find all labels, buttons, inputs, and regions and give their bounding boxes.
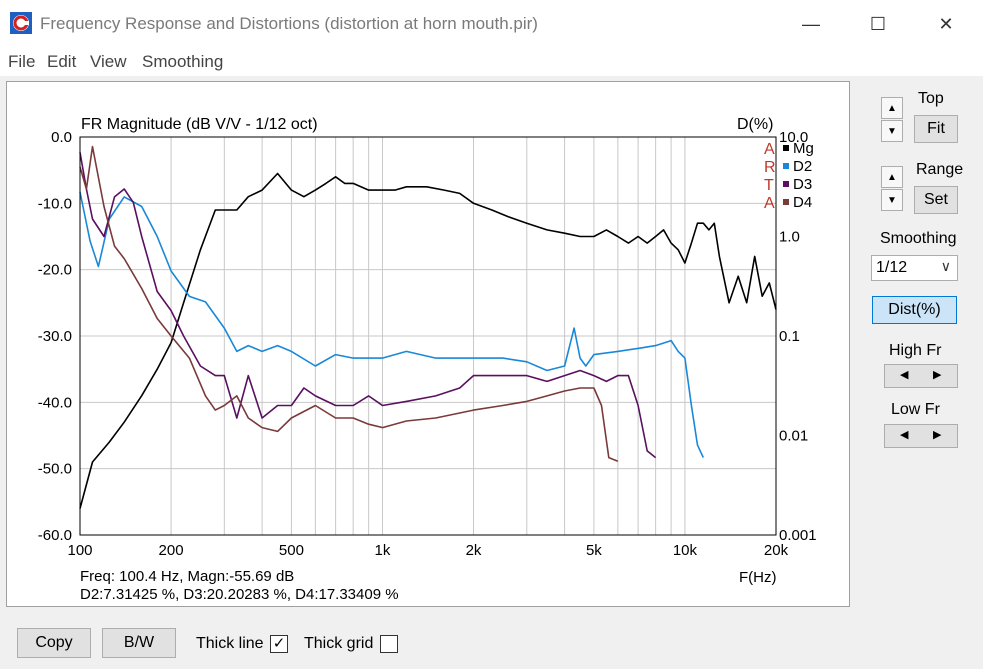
menu-file[interactable]: File (8, 52, 36, 71)
x-tick-label: 1k (375, 542, 391, 559)
legend-swatch-mg (783, 145, 789, 151)
legend-label-d4: D4 (793, 194, 812, 211)
right-tick-label: 0.001 (779, 527, 817, 544)
menu-smoothing[interactable]: Smoothing (142, 52, 224, 71)
y-tick-label: 0.0 (51, 129, 72, 146)
x-tick-label: 20k (764, 542, 789, 559)
window-title: Frequency Response and Distortions (dist… (40, 14, 538, 33)
thick-grid-label: Thick grid (304, 635, 374, 652)
maximize-button[interactable]: ☐ (869, 13, 887, 34)
y-tick-label: -60.0 (38, 527, 72, 544)
chart-title: FR Magnitude (dB V/V - 1/12 oct) (81, 116, 318, 133)
high-fr-right-icon[interactable]: ▶ (933, 369, 942, 381)
y-tick-label: -10.0 (38, 195, 72, 212)
legend-label-mg: Mg (793, 140, 814, 157)
series-d3-line (79, 152, 657, 459)
right-tick-label: 10.0 (779, 129, 808, 146)
y-tick-label: -20.0 (38, 262, 72, 279)
high-fr-stepper[interactable]: ◀ ▶ (884, 364, 958, 388)
legend-label-d2: D2 (793, 158, 812, 175)
low-fr-label: Low Fr (891, 401, 940, 418)
readout-line-1: Freq: 100.4 Hz, Magn:-55.69 dB (80, 568, 294, 585)
x-axis-label: F(Hz) (739, 569, 777, 586)
smoothing-value: 1/12 (876, 259, 908, 276)
legend-label-d3: D3 (793, 176, 812, 193)
watermark-letter: A (764, 195, 775, 212)
x-tick-label: 100 (67, 542, 92, 559)
x-tick-label: 200 (159, 542, 184, 559)
watermark-letter: R (764, 159, 776, 176)
menu-bar: File Edit View Smoothing (0, 48, 983, 76)
y-tick-label: -30.0 (38, 328, 72, 345)
watermark-letter: A (764, 141, 775, 158)
legend-swatch-d4 (783, 199, 789, 205)
low-fr-stepper[interactable]: ◀ ▶ (884, 424, 958, 448)
title-bar: Frequency Response and Distortions (dist… (0, 0, 983, 48)
range-up-button[interactable]: ▲ (881, 166, 903, 188)
watermark-letter: T (764, 177, 774, 194)
right-axis-title: D(%) (737, 116, 773, 133)
bw-button[interactable]: B/W (102, 628, 176, 658)
menu-edit[interactable]: Edit (47, 52, 77, 71)
x-tick-label: 5k (586, 542, 602, 559)
menu-view[interactable]: View (90, 52, 127, 71)
plot-frame: 0.0 -10.0 -20.0 -30.0 -40.0 -50.0 -60.0 10.0 1.0… (6, 81, 850, 607)
series-lines (79, 145, 777, 509)
top-label: Top (918, 90, 944, 107)
top-up-button[interactable]: ▲ (881, 97, 903, 119)
range-label: Range (916, 161, 964, 178)
low-fr-right-icon[interactable]: ▶ (933, 429, 942, 441)
chevron-down-icon: ∨ (940, 258, 951, 274)
legend-swatch-d2 (783, 163, 789, 169)
plot-area (79, 136, 777, 536)
range-down-button[interactable]: ▼ (881, 189, 903, 211)
thick-grid-checkbox[interactable] (380, 635, 398, 653)
right-tick-label: 0.1 (779, 328, 800, 345)
thick-line-label: Thick line (196, 635, 264, 652)
y-tick-label: -40.0 (38, 394, 72, 411)
high-fr-left-icon[interactable]: ◀ (900, 369, 909, 381)
top-down-button[interactable]: ▼ (881, 120, 903, 142)
thick-line-checkbox[interactable]: ✓ (270, 635, 288, 653)
right-tick-label: 0.01 (779, 428, 808, 445)
minimize-button[interactable]: — (802, 13, 820, 34)
set-button[interactable]: Set (914, 186, 958, 214)
smoothing-label: Smoothing (880, 230, 957, 247)
x-tick-label: 2k (466, 542, 482, 559)
high-fr-label: High Fr (889, 342, 942, 359)
series-d4-line (79, 145, 619, 463)
close-button[interactable]: ✕ (938, 13, 954, 34)
y-tick-label: -50.0 (38, 461, 72, 478)
fit-button[interactable]: Fit (914, 115, 958, 143)
copy-button[interactable]: Copy (17, 628, 91, 658)
right-tick-label: 1.0 (779, 229, 800, 246)
tick-labels: 0.0 -10.0 -20.0 -30.0 -40.0 -50.0 -60.0 10.0 1.0… (38, 129, 817, 559)
bottom-bar: Copy B/W Thick line ✓ Thick grid (0, 612, 983, 669)
x-tick-label: 10k (673, 542, 698, 559)
check-icon: ✓ (272, 635, 286, 652)
smoothing-select[interactable]: 1/12 ∨ (871, 255, 958, 281)
frequency-response-chart[interactable]: 0.0 -10.0 -20.0 -30.0 -40.0 -50.0 -60.0 10.0 1.0… (7, 82, 849, 606)
x-tick-label: 500 (279, 542, 304, 559)
low-fr-left-icon[interactable]: ◀ (900, 429, 909, 441)
series-mg-line (79, 172, 777, 509)
readout-line-2: D2:7.31425 %, D3:20.20283 %, D4:17.33409… (80, 586, 399, 603)
dist-button[interactable]: Dist(%) (872, 296, 957, 324)
app-icon (10, 12, 32, 34)
legend-swatch-d3 (783, 181, 789, 187)
series-d2-line (79, 191, 705, 458)
